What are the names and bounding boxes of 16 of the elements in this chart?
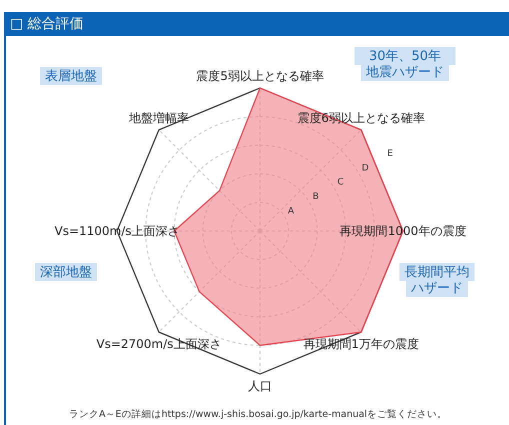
text: 表層地盤 — [45, 69, 97, 84]
chart-title: □ 総合評価 — [10, 16, 84, 32]
text: ハザード — [410, 281, 463, 296]
text: 30年、50年 — [368, 49, 442, 64]
y-tick-label: E — [387, 149, 394, 160]
spoke-label: 震度6弱以上となる確率 — [297, 110, 425, 125]
y-tick-label: C — [337, 178, 344, 188]
text: 長期間平均 — [404, 265, 470, 280]
text: 深部地盤 — [40, 265, 92, 280]
y-tick-label: A — [288, 206, 295, 216]
spoke-label: 震度5弱以上となる確率 — [196, 68, 324, 83]
y-tick-label: D — [362, 163, 369, 174]
spoke-label: 人口 — [248, 379, 272, 394]
text: 地震ハザード — [365, 65, 444, 80]
text: ランクA～Eの詳細はhttps://www.j-shis.bosai.go.jp/karte-manualをご覧ください。 — [68, 408, 448, 420]
y-tick-label: B — [312, 192, 319, 202]
